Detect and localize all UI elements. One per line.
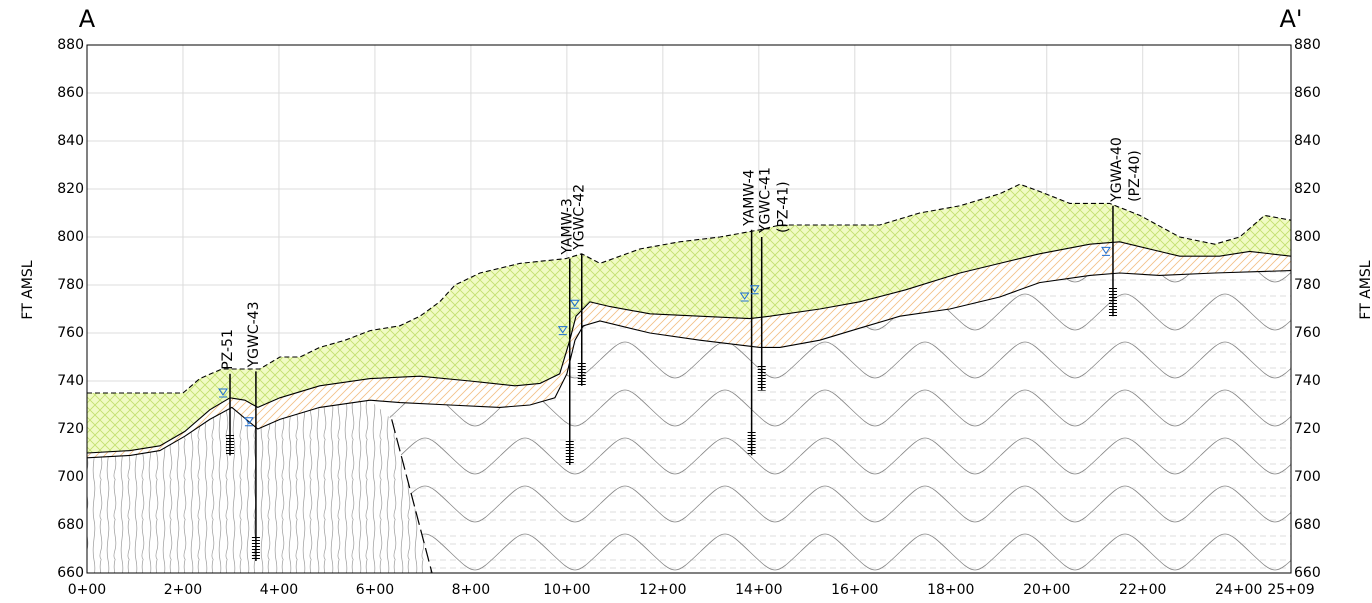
y-tick-label: 840 bbox=[57, 133, 84, 149]
section-end-label: A' bbox=[1279, 5, 1302, 33]
y2-tick-label: 860 bbox=[1294, 85, 1321, 101]
y-tick-label: 780 bbox=[57, 277, 84, 293]
y-tick-label: 680 bbox=[57, 517, 84, 533]
y-tick-label: 740 bbox=[57, 373, 84, 389]
well-screen bbox=[748, 431, 756, 455]
y-tick-label: 720 bbox=[57, 421, 84, 437]
y2-tick-label: 800 bbox=[1294, 229, 1321, 245]
y-tick-label: 800 bbox=[57, 229, 84, 245]
x-tick-label: 6+00 bbox=[356, 582, 394, 598]
section-start-label: A bbox=[79, 5, 96, 33]
y2-axis-label: FT AMSL bbox=[1358, 260, 1372, 319]
well-label: YGWA-40 bbox=[1109, 137, 1125, 203]
y-tick-label: 660 bbox=[57, 565, 84, 581]
well-label: YGWC-42 bbox=[572, 184, 588, 251]
well-screen bbox=[566, 441, 574, 465]
y-tick-label: 880 bbox=[57, 37, 84, 53]
y2-tick-label: 840 bbox=[1294, 133, 1321, 149]
well-screen bbox=[758, 364, 766, 390]
well-label: PZ-51 bbox=[220, 329, 236, 370]
x-tick-label: 22+00 bbox=[1119, 582, 1166, 598]
well-label: (PZ-41) bbox=[776, 181, 792, 233]
x-tick-label: 4+00 bbox=[260, 582, 298, 598]
y2-tick-label: 820 bbox=[1294, 181, 1321, 197]
y2-tick-label: 720 bbox=[1294, 421, 1321, 437]
y2-tick-label: 780 bbox=[1294, 277, 1321, 293]
y-tick-label: 700 bbox=[57, 469, 84, 485]
x-tick-label: 12+00 bbox=[639, 582, 686, 598]
x-tick-label: 8+00 bbox=[452, 582, 490, 598]
x-tick-label: 24+00 bbox=[1215, 582, 1262, 598]
well-label: (PZ-40) bbox=[1127, 150, 1143, 202]
y-tick-label: 760 bbox=[57, 325, 84, 341]
well-label: YGWC-41 bbox=[758, 167, 774, 234]
x-tick-label: 18+00 bbox=[927, 582, 974, 598]
y-tick-label: 860 bbox=[57, 85, 84, 101]
cross-section: A A' FT AMSL FT AMSL PZ-51YGWC-43YAMW-3Y… bbox=[0, 0, 1372, 603]
well-label: YGWC-43 bbox=[246, 302, 262, 369]
well-screen bbox=[226, 434, 234, 456]
well-screen bbox=[252, 537, 260, 561]
well-screen bbox=[578, 362, 586, 386]
x-tick-label: 0+00 bbox=[68, 582, 106, 598]
well-screen bbox=[1109, 287, 1117, 316]
y2-tick-label: 880 bbox=[1294, 37, 1321, 53]
y2-tick-label: 760 bbox=[1294, 325, 1321, 341]
y-tick-label: 820 bbox=[57, 181, 84, 197]
x-tick-label: 14+00 bbox=[735, 582, 782, 598]
x-tick-label: 2+00 bbox=[164, 582, 202, 598]
y2-tick-label: 680 bbox=[1294, 517, 1321, 533]
x-tick-label: 16+00 bbox=[831, 582, 878, 598]
x-tick-label: 10+00 bbox=[543, 582, 590, 598]
well-label: YAMW-4 bbox=[742, 169, 758, 226]
x-tick-label: 20+00 bbox=[1023, 582, 1070, 598]
y2-tick-label: 740 bbox=[1294, 373, 1321, 389]
y2-tick-label: 660 bbox=[1294, 565, 1321, 581]
y-axis-label: FT AMSL bbox=[20, 260, 36, 319]
y2-tick-label: 700 bbox=[1294, 469, 1321, 485]
x-tick-label: 25+09 bbox=[1267, 582, 1314, 598]
